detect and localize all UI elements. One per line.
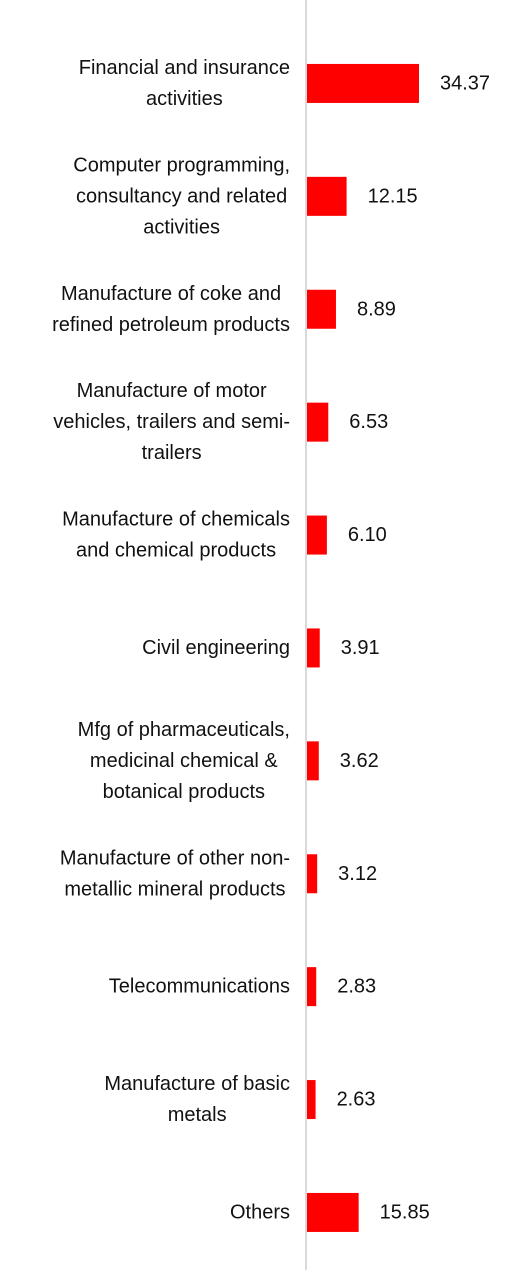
bar-row: 2.83 Telecommunications <box>109 967 376 1007</box>
value-label: 2.83 <box>337 976 376 998</box>
category-label: Manufacture of chemicals and chemical pro… <box>62 509 290 562</box>
bar <box>307 741 319 781</box>
category-label-line: activities <box>143 216 220 238</box>
category-label: Manufacture of other non-metallic minera… <box>60 847 290 900</box>
category-label-line: vehicles, trailers and semi- <box>53 411 290 433</box>
bar <box>307 1080 316 1120</box>
value-label: 12.15 <box>368 185 418 207</box>
category-label: Financial and insurance activities <box>79 57 290 110</box>
category-label: Manufacture of motor vehicles, trailers a… <box>53 380 290 464</box>
category-label-line: medicinal chemical & <box>90 750 279 772</box>
category-label-line: Financial and insurance <box>79 57 290 79</box>
bar <box>307 628 320 668</box>
bar <box>307 402 329 442</box>
value-label: 2.63 <box>337 1089 376 1111</box>
value-label: 8.89 <box>357 298 396 320</box>
category-label: Others <box>230 1201 290 1223</box>
value-label: 3.91 <box>341 637 380 659</box>
bar-row: 6.10 Manufacture of chemicals and chemical… <box>62 509 387 562</box>
category-label-line: and chemical products <box>76 540 276 562</box>
category-label-line: Manufacture of chemicals <box>62 509 290 531</box>
bar-row: 6.53 Manufacture of motor vehicles, traile… <box>53 380 388 464</box>
category-label-line: Manufacture of other non- <box>60 847 290 869</box>
category-label: Computer programming, consultancy and rel… <box>73 154 290 238</box>
category-label-line: activities <box>146 88 223 110</box>
category-label-line: Manufacture of basic <box>104 1073 290 1095</box>
value-label: 6.10 <box>348 524 387 546</box>
category-label: Telecommunications <box>109 976 290 998</box>
category-label-line: consultancy and related <box>76 185 287 207</box>
bar-row: 3.62 Mfg of pharmaceuticals, medicinal che… <box>78 719 379 803</box>
bar <box>307 176 347 216</box>
category-label-line: metals <box>168 1104 227 1126</box>
bar-row: 15.85 Others <box>230 1192 430 1232</box>
bar <box>307 967 317 1007</box>
bar <box>307 63 419 103</box>
category-label-line: Mfg of pharmaceuticals, <box>78 719 290 741</box>
category-label-line: botanical products <box>103 781 265 803</box>
value-label: 34.37 <box>440 72 490 94</box>
category-label-line: Manufacture of coke and <box>61 283 281 305</box>
bar-row: 3.91 Civil engineering <box>142 628 380 668</box>
bar <box>307 1192 359 1232</box>
category-label-line: refined petroleum products <box>52 314 290 336</box>
bar <box>307 289 336 329</box>
category-label-line: Telecommunications <box>109 976 290 998</box>
category-label: Mfg of pharmaceuticals, medicinal chemica… <box>78 719 290 803</box>
bar-row: 3.12 Manufacture of other non-metallic mi… <box>60 847 377 900</box>
category-label-line: Computer programming, <box>73 154 290 176</box>
bar-row: 2.63 Manufacture of basic metals <box>104 1073 375 1126</box>
bar <box>307 515 327 555</box>
bar-row: 34.37 Financial and insurance activities <box>79 57 490 110</box>
category-label: Manufacture of coke and refined petroleum… <box>52 283 290 336</box>
value-label: 3.62 <box>340 750 379 772</box>
category-label-line: Civil engineering <box>142 637 290 659</box>
category-label-line: metallic mineral products <box>64 878 285 900</box>
category-label-line: trailers <box>142 442 202 464</box>
value-label: 3.12 <box>338 863 377 885</box>
category-label-line: Manufacture of motor <box>77 380 267 402</box>
category-label: Manufacture of basic metals <box>104 1073 290 1126</box>
value-label: 15.85 <box>380 1201 430 1223</box>
bar-row: 12.15 Computer programming, consultancy an… <box>73 154 417 238</box>
bar <box>307 854 318 894</box>
category-label-line: Others <box>230 1201 290 1223</box>
bar-row: 8.89 Manufacture of coke and refined petro… <box>52 283 396 336</box>
value-label: 6.53 <box>349 411 388 433</box>
category-label: Civil engineering <box>142 637 290 659</box>
